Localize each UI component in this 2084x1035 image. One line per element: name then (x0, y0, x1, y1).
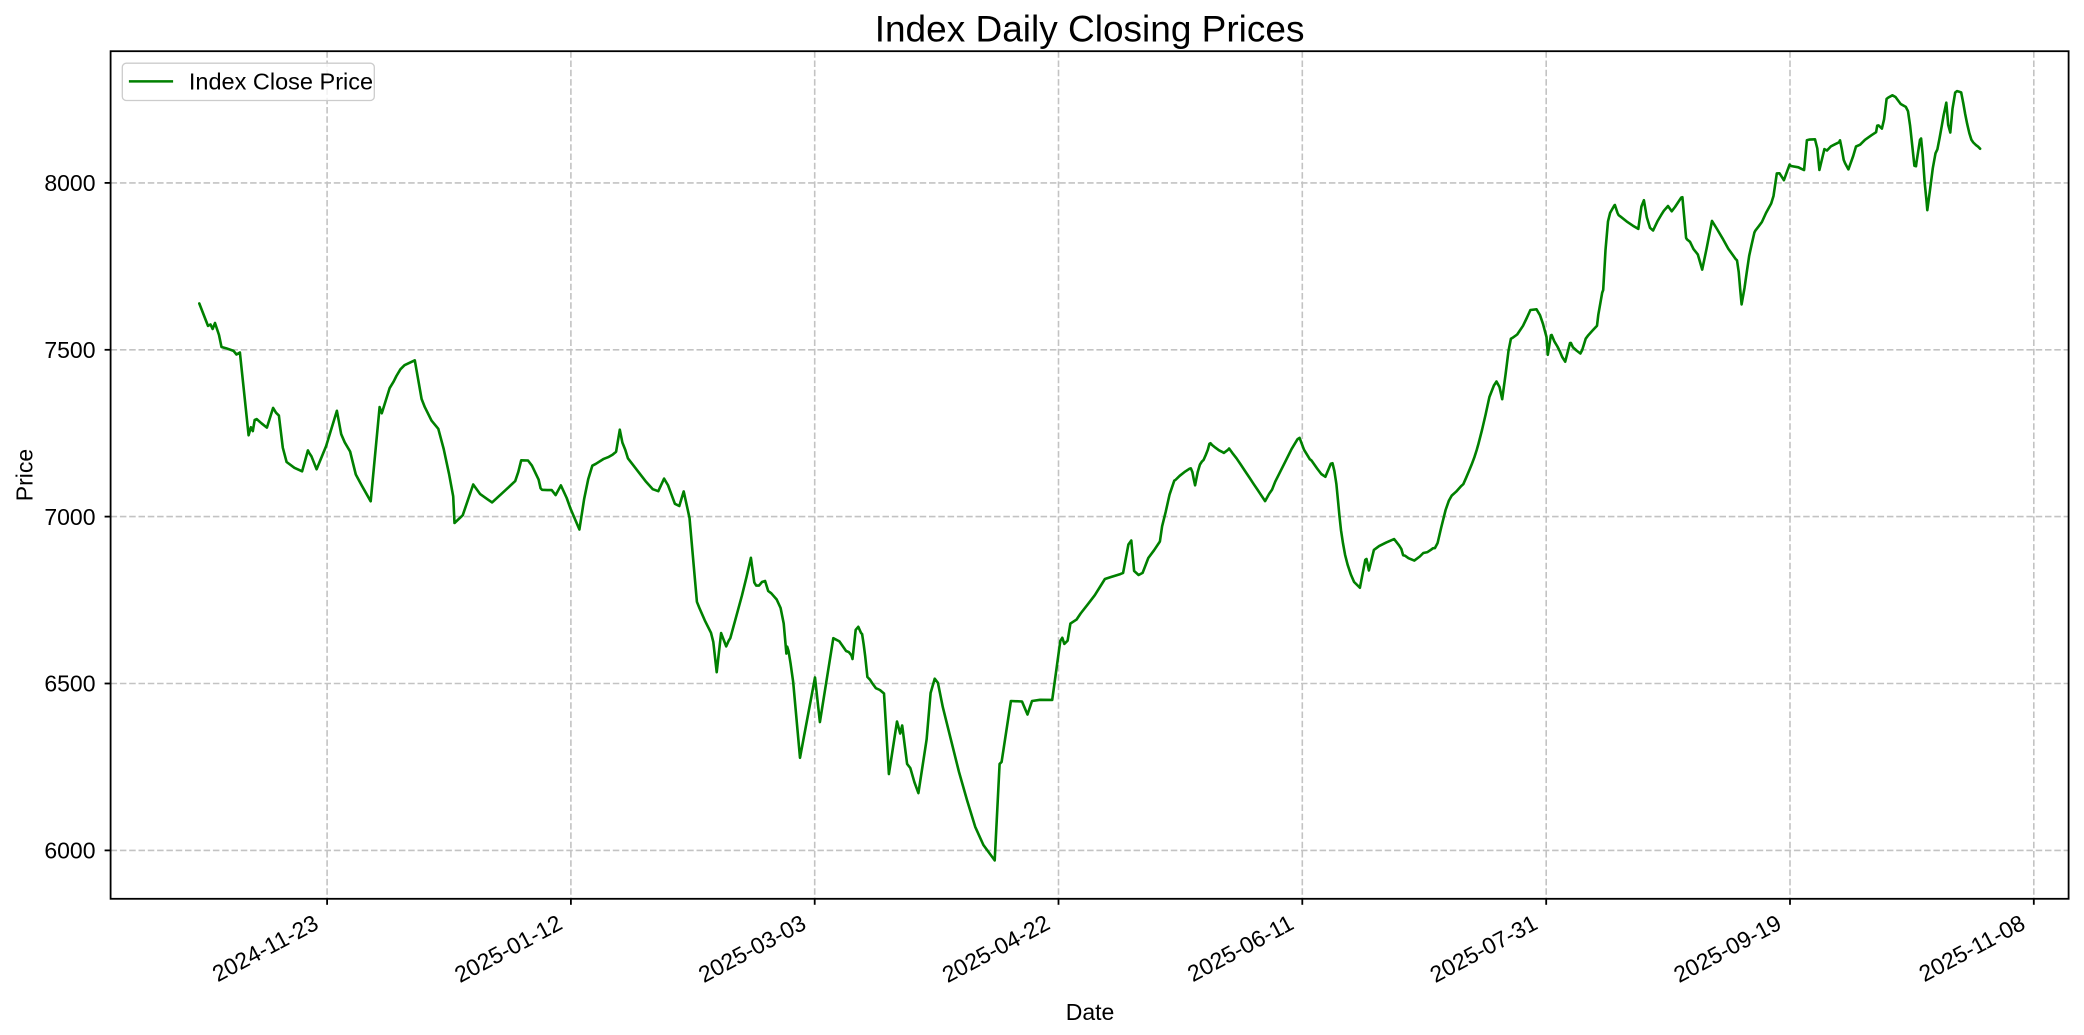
svg-text:6000: 6000 (44, 838, 95, 864)
svg-text:Date: Date (1066, 999, 1115, 1025)
svg-text:6500: 6500 (44, 671, 95, 697)
svg-text:Price: Price (12, 449, 38, 501)
svg-text:7500: 7500 (44, 337, 95, 363)
svg-text:Index Daily Closing Prices: Index Daily Closing Prices (875, 9, 1305, 50)
svg-text:8000: 8000 (44, 170, 95, 196)
svg-text:Index Close Price: Index Close Price (189, 69, 373, 95)
svg-text:7000: 7000 (44, 504, 95, 530)
